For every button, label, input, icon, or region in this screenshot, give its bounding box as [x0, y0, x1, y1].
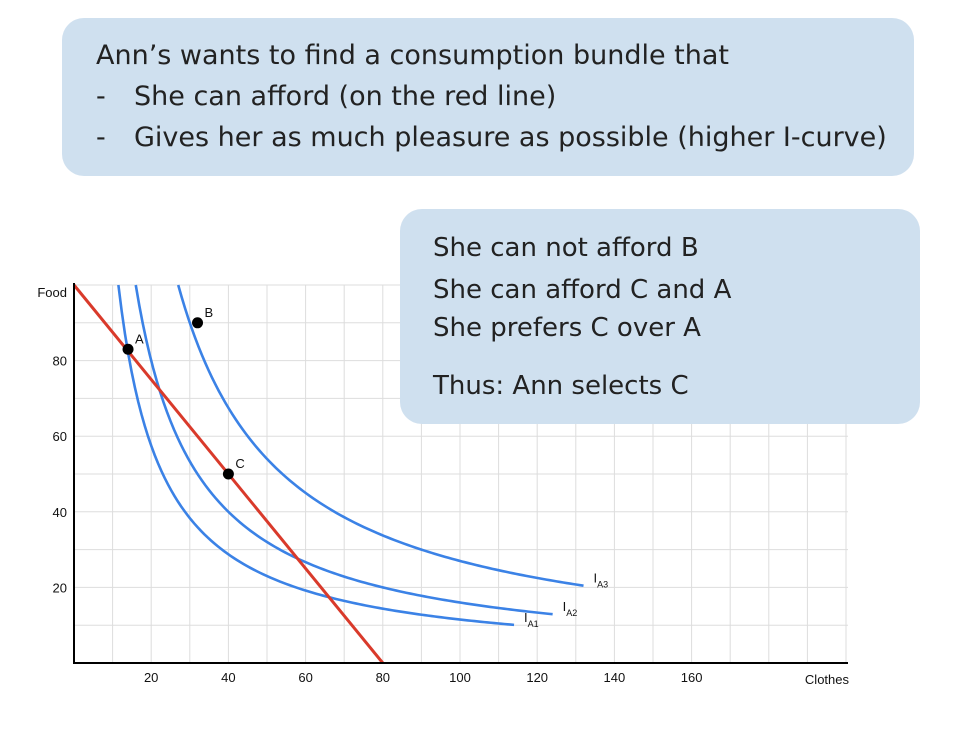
- y-tick-label: 80: [53, 354, 67, 369]
- tick-labels: 20 40 60 80 100 120 140 160 20 40 60 80: [53, 354, 703, 685]
- conclusion-line: Thus: Ann selects C: [433, 371, 689, 401]
- y-tick-label: 40: [53, 505, 67, 520]
- reason-line-3: She prefers C over A: [433, 313, 701, 343]
- curve-label-a3: IA3: [594, 571, 609, 590]
- bullet-pleasure: Gives her as much pleasure as possible (…: [134, 122, 887, 153]
- x-axis-label: Clothes: [805, 672, 850, 687]
- intro-callout: Ann’s wants to find a consumption bundle…: [62, 18, 914, 176]
- bullet-dash-2: -: [96, 122, 106, 153]
- reason-line-1: She can not afford B: [433, 233, 699, 263]
- y-tick-label: 20: [53, 580, 67, 595]
- curve-label-a2: IA2: [563, 599, 578, 618]
- reason-line-2: She can afford C and A: [433, 275, 732, 305]
- bullet-afford: She can afford (on the red line): [134, 81, 557, 112]
- x-tick-label: 60: [298, 670, 312, 685]
- curve-label-a1: IA1: [524, 610, 539, 629]
- point-label-b: B: [205, 305, 214, 320]
- bullet-dash-1: -: [96, 81, 106, 112]
- x-tick-label: 160: [681, 670, 703, 685]
- indifference-curve-a2: [134, 284, 553, 616]
- point-b: [192, 317, 204, 329]
- x-tick-label: 20: [144, 670, 158, 685]
- chart-axes: [73, 283, 848, 664]
- indifference-curve-a1: [117, 284, 515, 627]
- point-label-c: C: [235, 456, 244, 471]
- point-c: [222, 468, 234, 480]
- conclusion-callout: She can not afford B She can afford C an…: [400, 209, 920, 424]
- y-axis-label: Food: [37, 285, 67, 300]
- x-tick-label: 40: [221, 670, 235, 685]
- x-tick-label: 140: [604, 670, 626, 685]
- y-tick-label: 60: [53, 429, 67, 444]
- x-tick-label: 100: [449, 670, 471, 685]
- x-tick-label: 80: [376, 670, 390, 685]
- intro-title: Ann’s wants to find a consumption bundle…: [96, 40, 729, 71]
- indifference-curves: IA1 IA2 IA3: [117, 284, 609, 629]
- x-tick-label: 120: [526, 670, 548, 685]
- point-a: [122, 343, 134, 355]
- bundle-points: A B C: [122, 305, 245, 480]
- indifference-curve-a3: [176, 284, 584, 587]
- point-label-a: A: [135, 331, 144, 346]
